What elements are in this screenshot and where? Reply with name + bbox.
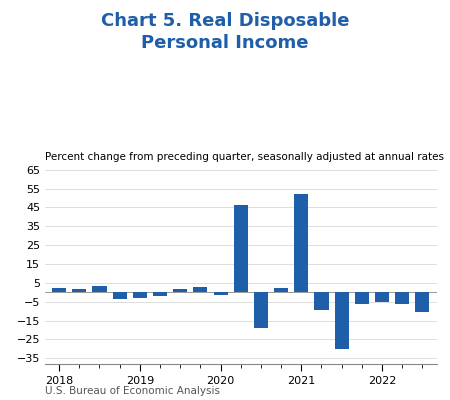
Text: U.S. Bureau of Economic Analysis: U.S. Bureau of Economic Analysis xyxy=(45,386,220,396)
Bar xyxy=(213,292,228,295)
Text: Percent change from preceding quarter, seasonally adjusted at annual rates: Percent change from preceding quarter, s… xyxy=(45,152,444,162)
Bar xyxy=(355,292,369,304)
Bar xyxy=(395,292,409,304)
Bar xyxy=(52,288,66,292)
Bar xyxy=(315,292,328,310)
Bar xyxy=(335,292,349,349)
Bar xyxy=(234,204,248,292)
Bar xyxy=(254,292,268,328)
Bar xyxy=(194,287,207,292)
Bar xyxy=(133,292,147,298)
Bar xyxy=(415,292,429,312)
Bar xyxy=(92,286,107,292)
Bar xyxy=(153,292,167,296)
Bar xyxy=(112,292,127,300)
Bar xyxy=(274,288,288,292)
Bar xyxy=(173,288,187,292)
Bar xyxy=(375,292,389,302)
Bar xyxy=(294,194,308,292)
Text: Chart 5. Real Disposable
Personal Income: Chart 5. Real Disposable Personal Income xyxy=(101,12,349,52)
Bar xyxy=(72,288,86,292)
